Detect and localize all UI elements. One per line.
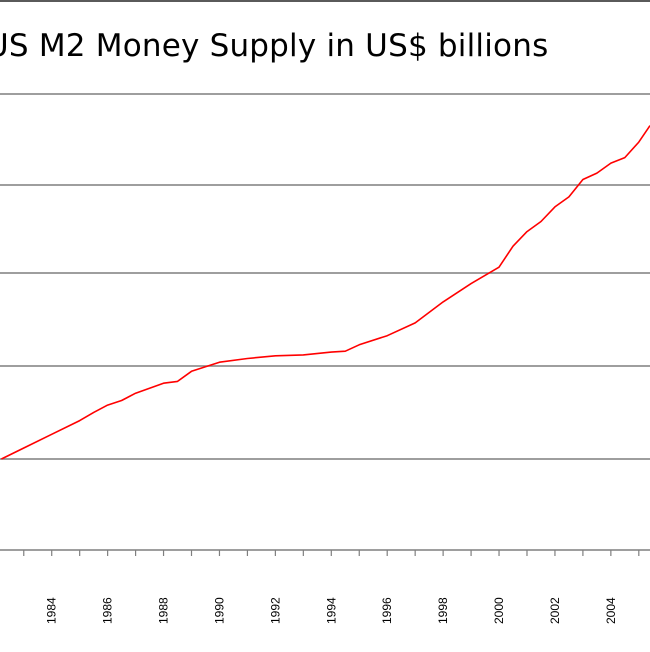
x-tick-label-1984: 1984 bbox=[45, 597, 59, 624]
chart-title: US M2 Money Supply in US$ billions bbox=[0, 28, 549, 64]
x-tick-label-2000: 2000 bbox=[492, 597, 506, 624]
x-tick-label-1996: 1996 bbox=[380, 597, 394, 624]
series-line-m2 bbox=[1, 125, 650, 460]
x-tick-label-1994: 1994 bbox=[324, 597, 338, 624]
x-tick-label-2002: 2002 bbox=[548, 597, 562, 624]
x-tick-label-1998: 1998 bbox=[436, 597, 450, 624]
x-tick-label-1988: 1988 bbox=[157, 597, 171, 624]
x-tick-label-1986: 1986 bbox=[101, 597, 115, 624]
x-tick-label-1990: 1990 bbox=[212, 597, 226, 624]
x-tick-label-1992: 1992 bbox=[268, 597, 282, 624]
x-tick-label-2004: 2004 bbox=[604, 597, 618, 624]
